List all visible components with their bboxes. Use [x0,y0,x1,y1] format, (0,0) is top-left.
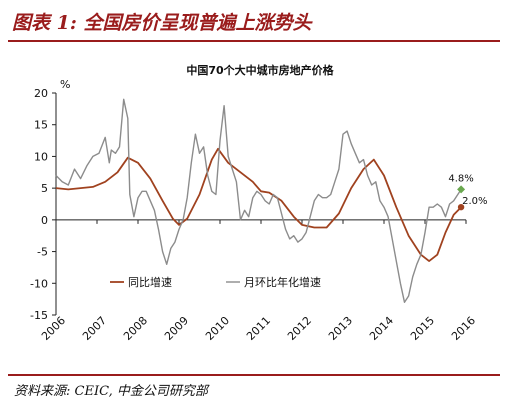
chart-title: 中国70个大中城市房地产价格 [186,63,334,77]
title-divider [8,40,500,42]
data-label: 2.0% [462,196,487,207]
x-tick-label: 2014 [367,314,396,343]
y-tick-label: 5 [41,182,48,195]
x-tick-label: 2013 [326,314,355,343]
source-divider [8,374,500,376]
x-tick-label: 2010 [203,314,232,343]
y-tick-label: 20 [34,87,48,100]
y-tick-label: 0 [41,214,48,227]
series-line-1 [55,147,462,262]
y-tick-label: 10 [34,150,48,163]
legend-label-1: 同比增速 [128,275,172,289]
x-tick-label: 2009 [162,314,191,343]
data-point-marker [457,185,466,194]
y-tick-label: -15 [30,309,48,322]
source-note: 资料来源: CEIC, 中金公司研究部 [14,384,208,399]
data-label: 4.8% [448,173,473,184]
x-tick-label: 2007 [80,314,109,343]
y-axis-unit: % [60,78,70,91]
x-tick-label: 2011 [244,314,273,343]
chart-legend: 同比增速 月环比年化增速 [110,275,321,289]
series-line-2 [55,98,462,303]
x-tick-label: 2012 [285,314,314,343]
y-tick-label: -10 [30,277,48,290]
y-tick-label: 15 [34,119,48,132]
chart-series [55,98,462,303]
figure-title: 图表 1: 全国房价呈现普遍上涨势头 [12,12,312,34]
legend-label-2: 月环比年化增速 [244,275,321,289]
data-point-marker [457,203,465,211]
x-tick-label: 2016 [449,314,478,343]
x-tick-label: 2008 [121,314,150,343]
x-tick-label: 2015 [408,314,437,343]
y-tick-label: -5 [37,246,48,259]
chart-annotations: 4.8% 2.0% [448,173,487,211]
